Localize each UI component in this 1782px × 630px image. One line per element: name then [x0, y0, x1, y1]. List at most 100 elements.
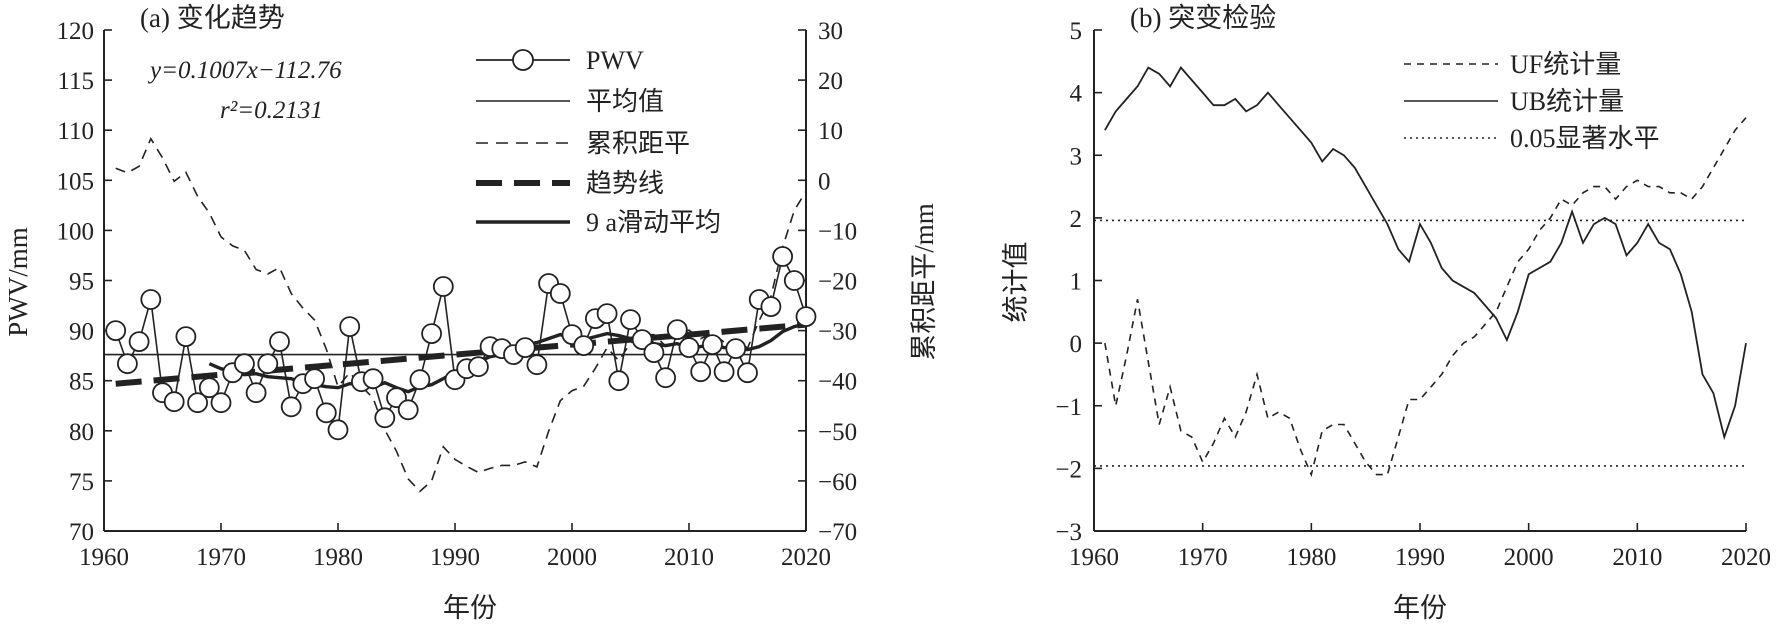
a-right-y-axis-label: 累积距平/mm: [909, 203, 939, 361]
pwv-point: [690, 361, 712, 383]
pwv-point: [702, 334, 723, 356]
pwv-point: [280, 396, 302, 418]
legend-uf-label: UF统计量: [1510, 50, 1621, 79]
a-right-y-tick-label: −50: [818, 419, 857, 446]
b-x-tick-label: 2020: [1721, 544, 1771, 571]
b-x-axis-label: 年份: [1393, 593, 1447, 623]
a-left-y-tick-label: 95: [69, 269, 94, 296]
pwv-point: [198, 377, 220, 399]
a-right-y-tick-label: −40: [818, 369, 857, 396]
pwv-point: [117, 353, 138, 375]
pwv-point: [526, 354, 548, 376]
pwv-point: [128, 331, 150, 353]
a-left-y-tick-label: 110: [57, 118, 94, 145]
panel-b-mutation-test: 1960 1970 1980 1990 2000 2010 2020 −3 −2 −1 0 1 2 3 4 5…: [1001, 3, 1771, 623]
pwv-point: [163, 391, 185, 413]
uf-line: [1104, 117, 1747, 478]
a-right-y-tick-label: −10: [818, 218, 857, 245]
pwv-point: [409, 369, 431, 391]
ub-line: [1104, 66, 1747, 441]
a-left-y-tick-label: 115: [57, 68, 94, 95]
b-y-tick-label: 0: [1070, 331, 1083, 358]
a-left-y-tick-label: 75: [69, 469, 94, 496]
pwv-point: [187, 392, 209, 414]
pwv-point: [421, 323, 443, 345]
pwv-point: [549, 283, 571, 304]
pwv-point: [783, 270, 805, 291]
pwv-point: [257, 353, 279, 375]
pwv-point: [772, 246, 793, 267]
pwv-point: [678, 337, 700, 359]
pwv-point: [175, 326, 197, 348]
legend-trend-label: 趋势线: [586, 169, 664, 198]
a-x-tick-label: 2010: [664, 544, 714, 571]
legend-ub-label: UB统计量: [1510, 87, 1624, 116]
a-left-y-tick-label: 70: [69, 519, 94, 546]
a-right-y-tick-label: −60: [818, 469, 857, 496]
pwv-point: [655, 367, 676, 389]
a-right-y-tick-label: −20: [818, 269, 857, 296]
pwv-point: [573, 335, 595, 357]
pwv-point: [210, 392, 232, 414]
a-left-y-axis-label: PWV/mm: [3, 227, 33, 337]
a-panel-title: (a) 变化趋势: [140, 3, 285, 33]
pwv-point: [760, 296, 782, 318]
a-right-y-tick-label: −30: [818, 319, 857, 346]
pwv-point: [514, 337, 536, 359]
pwv-point: [737, 362, 758, 384]
a-left-y-tick-label: 90: [69, 319, 94, 346]
a-right-y-tick-label: 10: [818, 118, 843, 145]
a-x-tick-label: 1960: [79, 544, 129, 571]
a-x-tick-label: 2000: [547, 544, 597, 571]
b-y-tick-label: 3: [1070, 143, 1083, 170]
a-r-squared: r²=0.2131: [220, 97, 323, 124]
pwv-point: [233, 353, 255, 375]
a-data-marks: [104, 136, 817, 493]
a-x-tick-label: 1980: [313, 544, 363, 571]
b-panel-title: (b) 突变检验: [1130, 3, 1276, 33]
b-y-tick-label: 1: [1070, 269, 1083, 296]
pwv-point: [596, 303, 618, 325]
b-y-axis-label: 统计值: [1001, 242, 1031, 323]
a-x-tick-label: 1990: [430, 544, 480, 571]
pwv-point: [362, 368, 384, 390]
a-ticks: 1960 1970 1980 1990 2000 2010 2020707580859095…: [57, 18, 858, 571]
pwv-point: [643, 342, 665, 364]
panel-a-trend: 1960 1970 1980 1990 2000 2010 2020707580859095…: [3, 3, 939, 623]
b-y-tick-label: 5: [1070, 18, 1083, 45]
b-y-tick-label: −3: [1055, 519, 1082, 546]
legend-moving-average-label: 9 a滑动平均: [586, 208, 721, 237]
pwv-point: [725, 338, 747, 360]
pwv-point: [339, 316, 361, 338]
legend-mean-label: 平均值: [586, 87, 664, 116]
b-x-tick-label: 2010: [1612, 544, 1662, 571]
legend-significance-label: 0.05显著水平: [1510, 124, 1660, 153]
a-left-y-tick-label: 105: [57, 168, 95, 195]
pwv-point: [269, 331, 290, 353]
pwv-point: [608, 370, 630, 392]
a-x-tick-label: 1970: [196, 544, 246, 571]
b-x-tick-label: 2000: [1504, 544, 1554, 571]
a-right-y-tick-label: 20: [818, 68, 843, 95]
pwv-point: [620, 309, 641, 331]
pwv-point: [795, 306, 817, 328]
b-y-tick-label: −1: [1055, 394, 1082, 421]
a-left-y-tick-label: 120: [57, 18, 95, 45]
b-ticks: 1960 1970 1980 1990 2000 2010 2020 −3 −2 −1 0 1 2 3 4 5: [1055, 18, 1771, 571]
legend-pwv-marker: [512, 49, 534, 71]
b-legend: UF统计量 UB统计量 0.05显著水平: [1404, 50, 1660, 153]
a-left-y-tick-label: 85: [69, 369, 94, 396]
legend-pwv-label: PWV: [586, 46, 644, 75]
b-x-tick-label: 1960: [1069, 544, 1119, 571]
pwv-point: [245, 382, 267, 404]
cumulative-anomaly-line: [115, 136, 807, 493]
pwv-point: [397, 399, 419, 421]
pwv-point: [140, 289, 162, 310]
a-right-y-tick-label: 0: [818, 168, 831, 195]
pwv-point: [105, 320, 127, 342]
b-x-tick-label: 1990: [1395, 544, 1445, 571]
pwv-point: [327, 419, 349, 441]
b-x-tick-label: 1970: [1178, 544, 1228, 571]
a-legend: PWV 平均值 累积距平 趋势线 9 a滑动平均: [476, 46, 721, 237]
